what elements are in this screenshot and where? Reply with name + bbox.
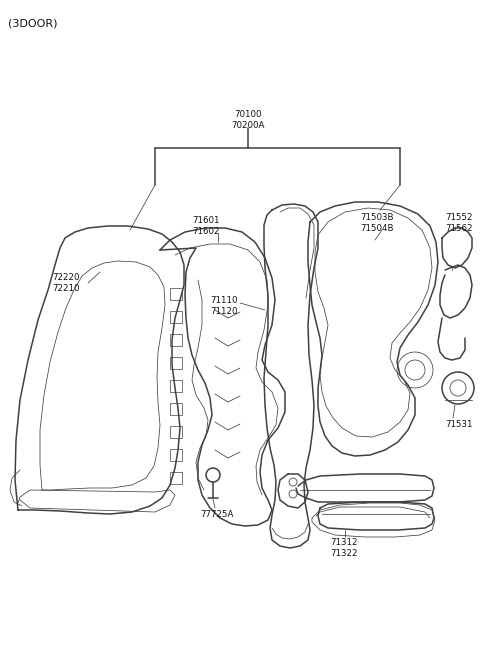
Text: 71312
71322: 71312 71322 [330, 538, 358, 558]
Bar [170, 334, 182, 346]
Bar [170, 357, 182, 369]
Bar [170, 288, 182, 300]
Bar [170, 403, 182, 415]
Bar [170, 472, 182, 484]
Text: (3DOOR): (3DOOR) [8, 18, 58, 28]
Text: 77725A: 77725A [200, 510, 233, 519]
Text: 71601
71602: 71601 71602 [192, 216, 219, 236]
Bar [170, 380, 182, 392]
Text: 72220
72210: 72220 72210 [52, 273, 80, 293]
Bar [170, 311, 182, 323]
Text: 70100
70200A: 70100 70200A [231, 110, 264, 130]
Bar [170, 426, 182, 438]
Text: 71531: 71531 [445, 420, 472, 429]
Text: 71552
71562: 71552 71562 [445, 213, 472, 233]
Text: 71503B
71504B: 71503B 71504B [360, 213, 394, 233]
Bar [170, 449, 182, 461]
Text: 71110
71120: 71110 71120 [211, 296, 238, 316]
